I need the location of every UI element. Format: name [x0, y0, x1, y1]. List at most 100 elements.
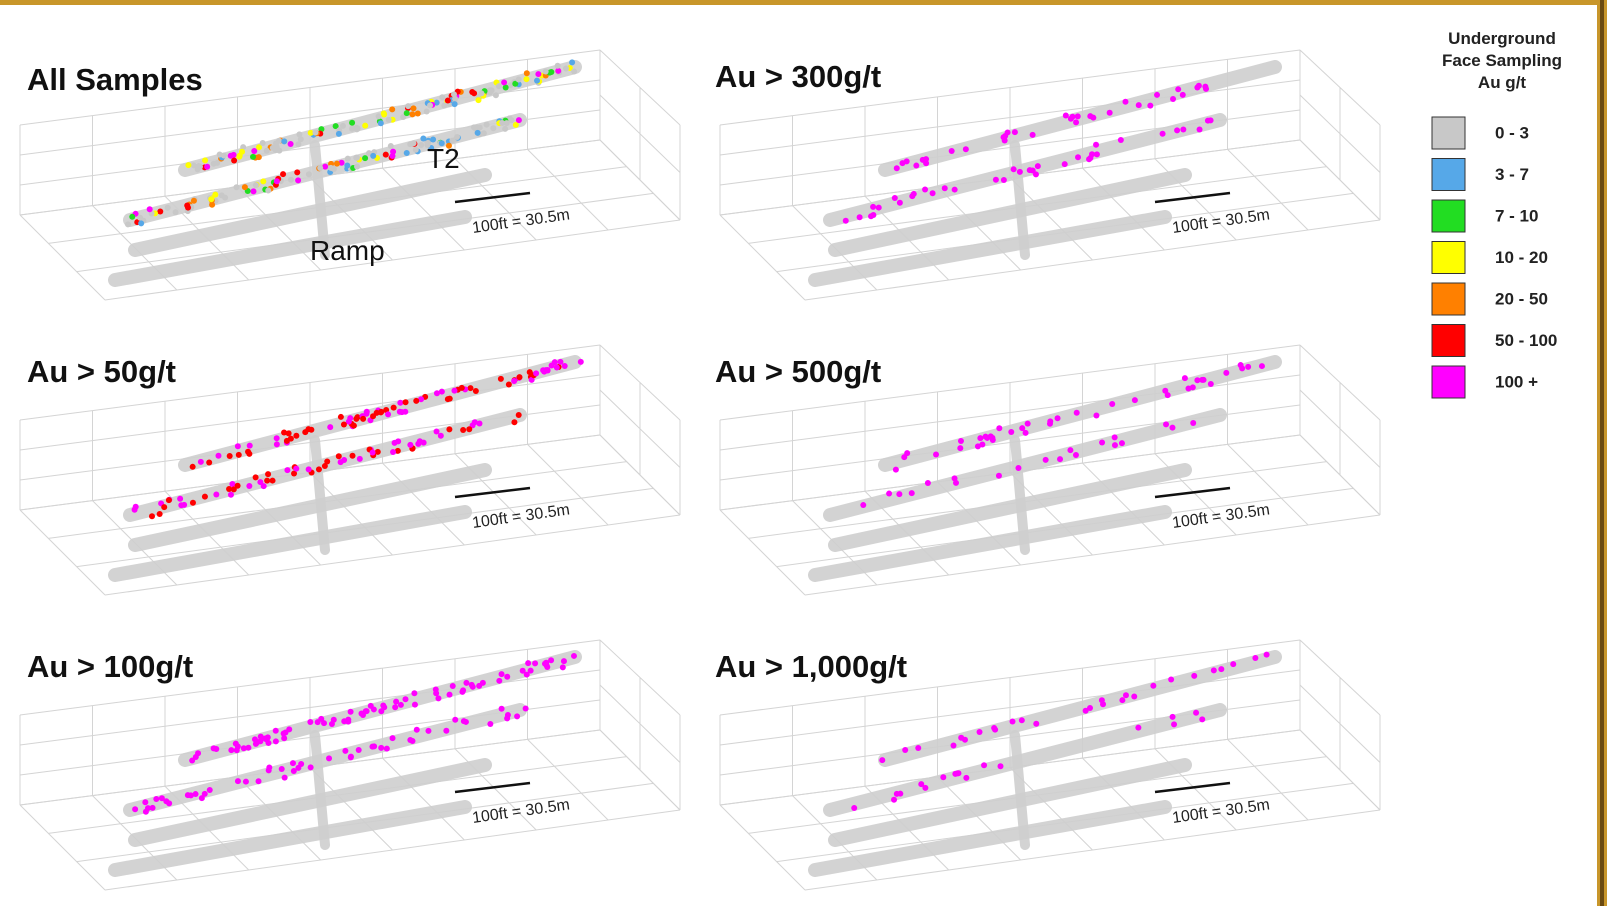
sample-dot: [265, 187, 272, 194]
sample-dot: [1150, 682, 1157, 689]
sample-dot: [273, 178, 280, 185]
sample-dot: [438, 388, 445, 395]
sample-dot: [471, 419, 478, 426]
sample-dot: [240, 745, 247, 752]
sample-dot: [206, 786, 213, 793]
sample-dot: [413, 726, 420, 733]
sample-dot: [922, 784, 929, 791]
sample-dot: [350, 422, 357, 429]
grid-line: [599, 684, 681, 763]
legend-swatch: [1431, 282, 1466, 316]
legend-swatch: [1431, 365, 1466, 399]
sample-dot: [541, 368, 548, 375]
sample-dot: [474, 129, 481, 136]
grid-line: [237, 776, 321, 861]
sample-dot: [860, 502, 867, 509]
sample-dot: [486, 87, 493, 94]
tunnel: [108, 800, 472, 877]
scale-bar: [454, 781, 531, 794]
sample-dot: [349, 119, 356, 126]
sample-dot: [523, 671, 530, 678]
sample-dot: [1087, 705, 1094, 712]
sample-dot: [541, 660, 548, 667]
sample-dot: [570, 652, 577, 659]
sample-dot: [1135, 724, 1142, 731]
sample-dot: [437, 432, 444, 439]
sample-dot: [345, 718, 352, 725]
grid-line: [104, 219, 681, 301]
sample-dot: [446, 426, 453, 433]
sample-dot: [359, 712, 366, 719]
grid-line: [19, 804, 106, 891]
sample-dot: [250, 188, 257, 195]
annotation: Ramp: [310, 235, 385, 266]
sample-dot: [138, 220, 145, 227]
sample-dot: [403, 110, 410, 117]
sample-dot: [260, 483, 267, 490]
sample-dot: [1239, 365, 1246, 372]
sample-dot: [515, 411, 522, 418]
tunnel: [828, 758, 1192, 847]
sample-dot: [390, 448, 397, 455]
sample-dot: [239, 148, 246, 155]
sample-dot: [1263, 651, 1270, 658]
sample-dot: [1042, 456, 1049, 463]
sample-dot: [339, 122, 346, 129]
sample-dot: [962, 146, 969, 153]
sample-dot: [402, 399, 409, 406]
sample-dot: [430, 136, 437, 143]
sample-dot: [1024, 420, 1031, 427]
panel-title: Au > 50g/t: [27, 354, 176, 389]
sample-dot: [438, 140, 445, 147]
sample-dot: [234, 443, 241, 450]
sample-dot: [278, 765, 285, 772]
sample-dot: [295, 141, 302, 148]
sample-dot: [332, 123, 339, 130]
sample-dot: [555, 67, 562, 74]
sample-dot: [281, 735, 288, 742]
sample-dot: [208, 196, 215, 203]
sample-dot: [1170, 95, 1177, 102]
grid-line: [19, 509, 106, 596]
sample-dot: [201, 790, 208, 797]
sample-dot: [1135, 102, 1142, 109]
sample-dot: [378, 744, 385, 751]
sample-dot: [891, 796, 898, 803]
sample-dot: [508, 117, 515, 124]
grid-line: [1082, 462, 1165, 546]
sample-dot: [390, 404, 397, 411]
sample-dot: [1011, 129, 1018, 136]
grid-line: [527, 444, 609, 526]
sample-dot: [534, 77, 541, 84]
sample-dot: [373, 409, 380, 416]
annotation: T2: [427, 143, 460, 174]
sample-dot: [337, 459, 344, 466]
sample-dot: [1054, 415, 1061, 422]
sample-dot: [896, 491, 903, 498]
sample-dot: [241, 184, 248, 191]
sample-dot: [423, 108, 430, 115]
legend-swatch: [1431, 158, 1466, 191]
grid-line: [599, 94, 681, 173]
sample-dot: [1061, 161, 1068, 168]
sample-dot: [340, 421, 347, 428]
grid-line: [382, 757, 465, 841]
sample-dot: [522, 705, 529, 712]
panel-title: Au > 500g/t: [715, 354, 881, 389]
sample-dot: [1109, 401, 1116, 408]
sample-dot: [349, 125, 356, 132]
sample-dot: [189, 757, 196, 764]
sample-dot: [1122, 98, 1129, 105]
sample-dot: [273, 441, 280, 448]
sample-dot: [1067, 115, 1074, 122]
sample-dot: [1022, 429, 1029, 436]
sample-dot: [1009, 718, 1016, 725]
grid-line: [1299, 139, 1381, 221]
sample-dot: [870, 203, 877, 210]
grid-line: [1299, 684, 1381, 763]
sample-dot: [1087, 113, 1094, 120]
sample-dot: [492, 92, 499, 99]
sample-dot: [542, 68, 549, 75]
sample-dot: [215, 452, 222, 459]
sample-dot: [420, 439, 427, 446]
